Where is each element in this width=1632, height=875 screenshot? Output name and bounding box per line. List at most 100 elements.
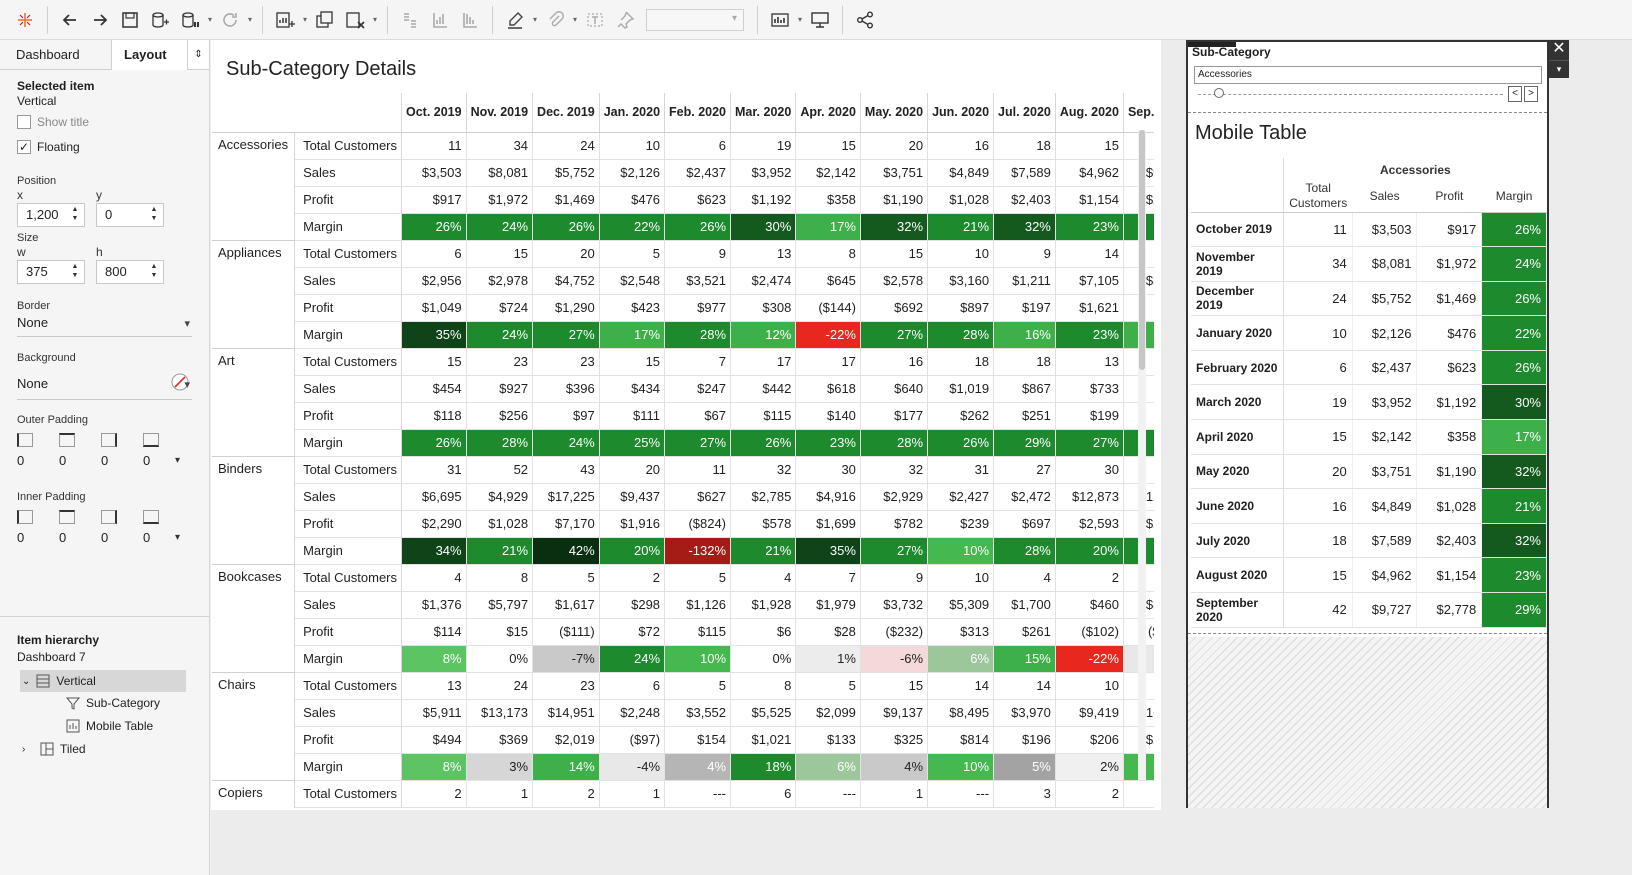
value-cell[interactable]: $494 bbox=[401, 726, 467, 754]
margin-cell[interactable]: 17% bbox=[795, 213, 861, 241]
value-cell[interactable]: $9,437 bbox=[599, 483, 666, 511]
value-cell[interactable]: $114 bbox=[401, 618, 467, 646]
value-cell[interactable]: 17 bbox=[730, 347, 797, 376]
margin-cell[interactable]: 20% bbox=[1055, 537, 1124, 565]
value-cell[interactable]: $14,951 bbox=[532, 699, 600, 727]
outer-padding-right[interactable]: 0 bbox=[101, 453, 109, 468]
spin-arrows-icon[interactable]: ▲ ▼ bbox=[150, 263, 158, 279]
value-cell[interactable]: $28 bbox=[795, 618, 861, 646]
value-cell[interactable]: $239 bbox=[927, 510, 995, 538]
value-cell[interactable]: 4 bbox=[730, 563, 797, 592]
mobile-container[interactable]: Sub-Category Accessories < > Mobile Tabl… bbox=[1186, 40, 1549, 808]
value-cell[interactable]: 23 bbox=[532, 671, 600, 700]
value-cell[interactable]: $12,873 bbox=[1055, 483, 1124, 511]
value-cell[interactable]: 10 bbox=[1055, 671, 1124, 700]
vertical-scrollbar[interactable] bbox=[1138, 130, 1146, 780]
mobile-profit-cell[interactable]: $1,190 bbox=[1416, 454, 1483, 490]
value-cell[interactable]: $177 bbox=[860, 402, 929, 430]
background-dropdown[interactable]: None bbox=[17, 373, 192, 400]
value-cell[interactable]: $442 bbox=[730, 375, 797, 403]
value-cell[interactable]: 13 bbox=[730, 239, 797, 268]
value-cell[interactable]: $1,700 bbox=[993, 591, 1056, 619]
value-cell[interactable]: $13,173 bbox=[466, 699, 534, 727]
value-cell[interactable]: 23 bbox=[532, 347, 600, 376]
value-cell[interactable]: $97 bbox=[532, 402, 600, 430]
value-cell[interactable]: $4,962 bbox=[1055, 159, 1124, 187]
tab-layout[interactable]: Layout bbox=[112, 40, 188, 70]
value-cell[interactable]: $3,952 bbox=[730, 159, 797, 187]
tableau-logo-icon[interactable] bbox=[10, 5, 40, 35]
value-cell[interactable]: 7 bbox=[664, 347, 732, 376]
new-worksheet-dropdown-icon[interactable]: ▾ bbox=[302, 15, 307, 24]
mobile-margin-cell[interactable]: 32% bbox=[1481, 523, 1547, 559]
value-cell[interactable]: $2,548 bbox=[599, 267, 666, 295]
value-cell[interactable]: $1,290 bbox=[532, 294, 600, 322]
mobile-sales-cell[interactable]: $2,437 bbox=[1352, 350, 1418, 386]
value-cell[interactable]: $627 bbox=[664, 483, 732, 511]
value-cell[interactable]: ($111) bbox=[532, 618, 600, 646]
value-cell[interactable]: $118 bbox=[401, 402, 467, 430]
value-cell[interactable]: $4,849 bbox=[927, 159, 995, 187]
save-icon[interactable] bbox=[115, 5, 145, 35]
next-button[interactable]: > bbox=[1524, 86, 1538, 102]
value-cell[interactable]: $6 bbox=[730, 618, 797, 646]
mobile-margin-cell[interactable]: 30% bbox=[1481, 384, 1547, 421]
presentation-icon[interactable] bbox=[805, 5, 835, 35]
value-cell[interactable]: $2,427 bbox=[927, 483, 995, 511]
swap-icon[interactable] bbox=[395, 5, 425, 35]
tab-menu-icon[interactable]: ⇕ bbox=[188, 40, 209, 69]
sort-desc-icon[interactable] bbox=[455, 5, 485, 35]
value-cell[interactable]: 20 bbox=[599, 455, 666, 484]
value-cell[interactable]: $867 bbox=[993, 375, 1056, 403]
clear-dropdown-icon[interactable]: ▾ bbox=[372, 15, 377, 24]
value-cell[interactable]: $697 bbox=[993, 510, 1056, 538]
value-cell[interactable]: $17,225 bbox=[532, 483, 600, 511]
value-cell[interactable]: $5,752 bbox=[532, 159, 600, 187]
value-cell[interactable]: $262 bbox=[927, 402, 995, 430]
margin-cell[interactable]: 6% bbox=[927, 645, 995, 673]
value-cell[interactable]: $1,190 bbox=[860, 186, 929, 214]
value-cell[interactable]: 4 bbox=[401, 563, 467, 592]
value-cell[interactable]: 2 bbox=[532, 779, 600, 808]
value-cell[interactable]: $1,211 bbox=[993, 267, 1056, 295]
margin-cell[interactable]: 34% bbox=[401, 537, 467, 565]
checkbox-checked-icon[interactable]: ✓ bbox=[17, 140, 31, 154]
margin-cell[interactable]: 27% bbox=[860, 537, 929, 565]
value-cell[interactable]: $8,495 bbox=[927, 699, 995, 727]
outer-padding-top[interactable]: 0 bbox=[59, 453, 67, 468]
value-cell[interactable]: $1,376 bbox=[401, 591, 467, 619]
inner-padding-bottom[interactable]: 0 bbox=[143, 530, 151, 545]
outer-padding-bottom[interactable]: 0 bbox=[143, 453, 151, 468]
margin-cell[interactable]: 20% bbox=[599, 537, 666, 565]
value-cell[interactable]: $2,126 bbox=[599, 159, 666, 187]
value-cell[interactable]: $917 bbox=[401, 186, 467, 214]
value-cell[interactable]: $199 bbox=[1055, 402, 1124, 430]
value-cell[interactable]: $133 bbox=[795, 726, 861, 754]
value-cell[interactable]: 15 bbox=[795, 131, 861, 160]
value-cell[interactable]: $2,099 bbox=[795, 699, 861, 727]
margin-cell[interactable]: 18% bbox=[730, 753, 797, 781]
margin-cell[interactable]: -132% bbox=[664, 537, 732, 565]
mobile-margin-cell[interactable]: 26% bbox=[1481, 212, 1547, 248]
value-cell[interactable]: ($97) bbox=[599, 726, 666, 754]
value-cell[interactable]: $2,142 bbox=[795, 159, 861, 187]
margin-cell[interactable]: 8% bbox=[401, 753, 467, 781]
margin-cell[interactable]: 21% bbox=[927, 213, 995, 241]
value-cell[interactable]: 30 bbox=[1055, 455, 1124, 484]
margin-cell[interactable]: 1% bbox=[795, 645, 861, 673]
value-cell[interactable]: $578 bbox=[730, 510, 797, 538]
mobile-profit-cell[interactable]: $1,028 bbox=[1416, 488, 1483, 524]
mobile-customers-cell[interactable]: 34 bbox=[1283, 246, 1353, 282]
spin-arrows-icon[interactable]: ▲ ▼ bbox=[71, 263, 79, 279]
share-icon[interactable] bbox=[850, 5, 880, 35]
value-cell[interactable]: $115 bbox=[664, 618, 732, 646]
redo-icon[interactable] bbox=[85, 5, 115, 35]
value-cell[interactable]: 14 bbox=[927, 671, 995, 700]
value-cell[interactable]: $358 bbox=[795, 186, 861, 214]
scrollbar-thumb[interactable] bbox=[1139, 130, 1145, 370]
group-icon[interactable] bbox=[540, 5, 570, 35]
value-cell[interactable]: 30 bbox=[795, 455, 861, 484]
pad-top-icon[interactable] bbox=[59, 433, 75, 447]
value-cell[interactable]: ($232) bbox=[860, 618, 929, 646]
mobile-margin-cell[interactable]: 22% bbox=[1481, 315, 1547, 351]
